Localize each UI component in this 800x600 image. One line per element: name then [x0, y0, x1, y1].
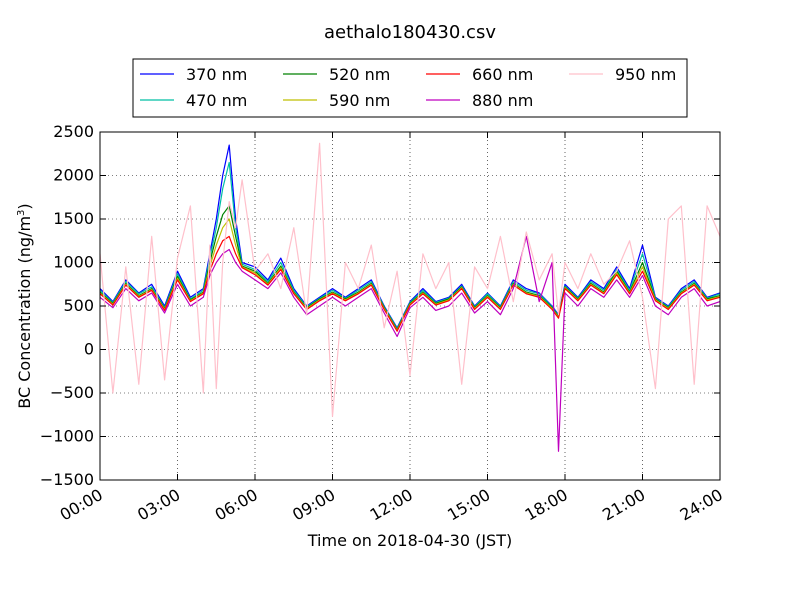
y-tick-label: 500	[63, 296, 94, 315]
legend-label: 520 nm	[329, 65, 390, 84]
y-tick-label: −1500	[40, 470, 94, 489]
legend-label: 590 nm	[329, 91, 390, 110]
y-axis-label-main: BC Concentration (ng/m	[15, 216, 34, 409]
legend-label: 470 nm	[186, 91, 247, 110]
legend-label: 880 nm	[472, 91, 533, 110]
legend-frame	[132, 58, 688, 118]
grid	[100, 132, 720, 480]
legend: 370 nm 470 nm 520 nm 590 nm 660 nm 880 nm 950 …	[132, 58, 688, 118]
series-line	[99, 142, 721, 418]
y-tick-label: 2000	[53, 166, 94, 185]
series-line	[99, 235, 721, 332]
legend-label: 950 nm	[615, 65, 676, 84]
chart-title: aethalo180430.csv	[324, 22, 496, 43]
legend-label: 370 nm	[186, 65, 247, 84]
y-tick-label: 1000	[53, 253, 94, 272]
legend-label: 660 nm	[472, 65, 533, 84]
y-tick-label: 1500	[53, 209, 94, 228]
y-axis-label-close: )	[15, 203, 34, 209]
y-axis-label-superscript: 3	[16, 210, 27, 216]
y-tick-label: −500	[50, 383, 94, 402]
legend-entries: 370 nm 470 nm 520 nm 590 nm 660 nm 880 nm 950 …	[140, 65, 676, 110]
x-axis-label: Time on 2018-04-30 (JST)	[307, 531, 512, 550]
y-tick-label: 0	[84, 340, 94, 359]
series-lines	[99, 142, 721, 452]
y-tick-label: 2500	[53, 122, 94, 141]
y-tick-label: −1000	[40, 427, 94, 446]
y-axis-label: BC Concentration (ng/m3)	[15, 203, 34, 408]
